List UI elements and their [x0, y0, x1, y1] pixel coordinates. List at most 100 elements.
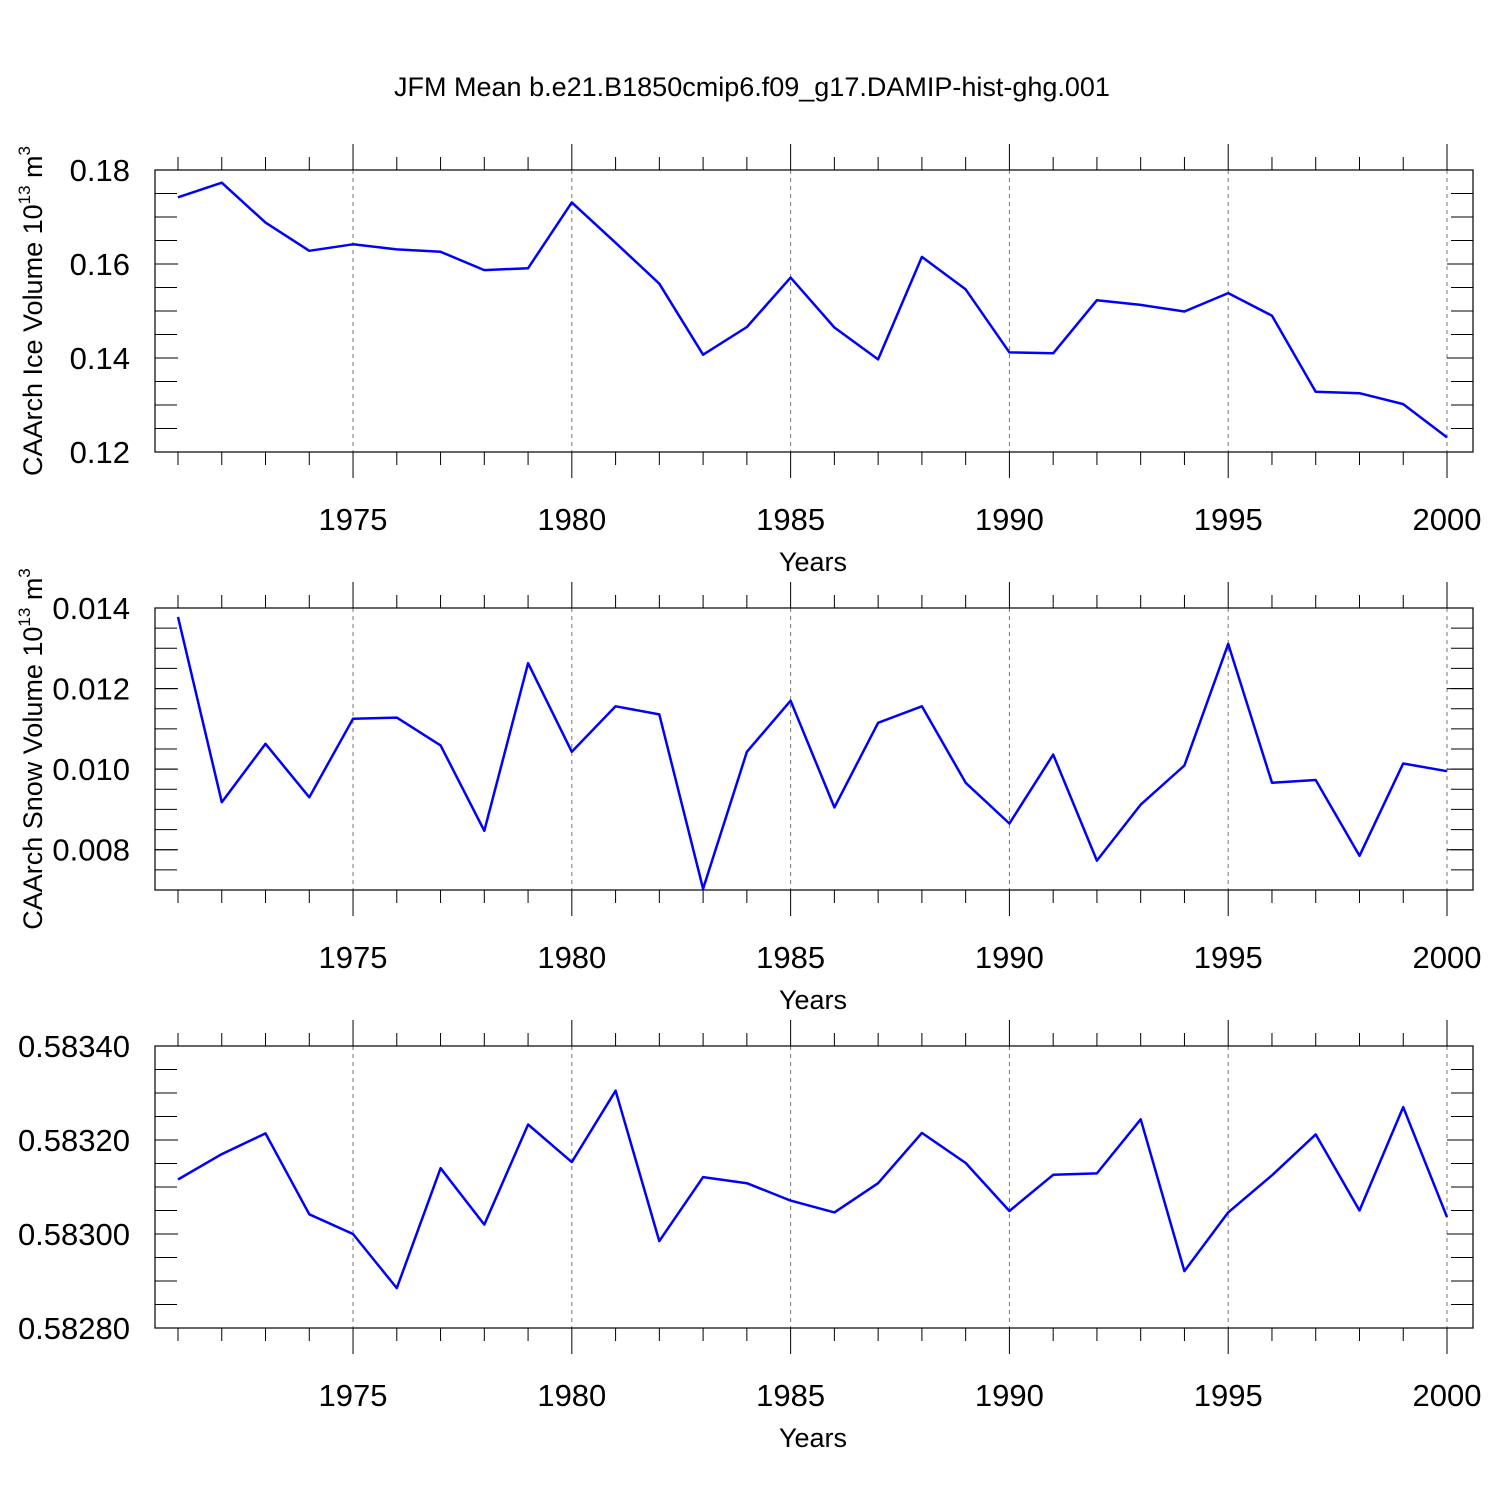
data-point	[1270, 781, 1274, 785]
x-tick-label: 1980	[537, 940, 606, 975]
data-point	[614, 1089, 618, 1093]
y-tick-label: 0.18	[70, 153, 130, 188]
y-axis-title-unit-exponent: 3	[15, 146, 34, 155]
y-tick-label: 0.58340	[18, 1029, 130, 1064]
data-point	[307, 1212, 311, 1216]
x-tick-label: 1980	[537, 1378, 606, 1413]
data-point	[789, 1199, 793, 1203]
x-tick-label: 1985	[756, 1378, 825, 1413]
data-point	[1445, 435, 1449, 439]
data-point	[526, 661, 530, 665]
y-tick-label: 0.16	[70, 247, 130, 282]
x-tick-label: 2000	[1413, 940, 1482, 975]
data-point	[832, 325, 836, 329]
series-line	[177, 181, 1448, 439]
data-point	[482, 829, 486, 833]
data-point	[1401, 1105, 1405, 1109]
data-point	[1182, 764, 1186, 768]
data-point	[745, 750, 749, 754]
data-point	[395, 716, 399, 720]
x-tick-label: 2000	[1413, 502, 1482, 537]
chart-panel-2: 0.008 0.010 0.012 0.014 1975 1980 1985 1990 1995…	[15, 568, 1481, 1015]
data-point	[701, 887, 705, 891]
data-point	[832, 1210, 836, 1214]
y-axis-title: CAArch Snow Volume 1013 m3	[15, 568, 48, 930]
data-point	[1007, 1209, 1011, 1213]
data-point	[176, 615, 180, 619]
data-point	[614, 704, 618, 708]
x-tick-label: 1990	[975, 1378, 1044, 1413]
x-axis-title: Years	[779, 547, 847, 577]
data-point	[657, 712, 661, 716]
data-point	[482, 268, 486, 272]
chart-panel-3: 0.58280 0.58300 0.58320 0.58340 1975 1980 1985…	[18, 1020, 1481, 1453]
data-point	[264, 742, 268, 746]
data-point	[876, 1181, 880, 1185]
data-point	[176, 195, 180, 199]
y-tick-label: 0.58300	[18, 1217, 130, 1252]
data-point	[1445, 769, 1449, 773]
x-axis-title: Years	[779, 985, 847, 1015]
data-point	[1095, 298, 1099, 302]
data-point	[1270, 314, 1274, 318]
data-point	[220, 800, 224, 804]
x-tick-label: 1995	[1194, 940, 1263, 975]
data-point	[832, 805, 836, 809]
x-axis-title: Years	[779, 1423, 847, 1453]
chart-title: JFM Mean b.e21.B1850cmip6.f09_g17.DAMIP-…	[394, 72, 1110, 102]
x-tick-label: 1975	[319, 502, 388, 537]
data-point	[657, 1239, 661, 1243]
data-point	[1226, 291, 1230, 295]
data-point	[964, 1161, 968, 1165]
data-point	[657, 282, 661, 286]
x-tick-label: 1975	[319, 1378, 388, 1413]
x-tick-label: 1985	[756, 502, 825, 537]
y-tick-label: 0.008	[52, 833, 130, 868]
data-point	[307, 249, 311, 253]
data-point	[526, 266, 530, 270]
series-line	[177, 1089, 1449, 1290]
y-tick-label: 0.014	[52, 591, 130, 626]
data-point	[1357, 391, 1361, 395]
data-point	[1139, 1117, 1143, 1121]
data-point	[395, 1286, 399, 1290]
data-point	[482, 1223, 486, 1227]
y-tick-label: 0.010	[52, 752, 130, 787]
data-point	[264, 1131, 268, 1135]
data-point	[745, 1181, 749, 1185]
data-point	[964, 287, 968, 291]
data-point	[439, 250, 443, 254]
data-point	[570, 1160, 574, 1164]
chart-panel-1: 0.12 0.14 0.16 0.18 1975 1980 1985 1990 1995 2000…	[15, 144, 1481, 577]
y-axis-title-main: CAArch Ice Volume 10	[18, 204, 48, 476]
data-point	[1357, 854, 1361, 858]
y-tick-label: 0.58320	[18, 1123, 130, 1158]
y-tick-label: 0.12	[70, 435, 130, 470]
data-point	[439, 743, 443, 747]
data-point	[920, 255, 924, 259]
data-point	[220, 181, 224, 185]
data-point	[351, 242, 355, 246]
data-point	[789, 699, 793, 703]
data-point	[1095, 1171, 1099, 1175]
data-point	[395, 247, 399, 251]
data-point	[701, 1175, 705, 1179]
data-point	[1226, 642, 1230, 646]
x-tick-label: 1995	[1194, 1378, 1263, 1413]
y-axis-title-unit: m	[18, 578, 48, 608]
data-point	[1445, 1215, 1449, 1219]
data-point	[1270, 1173, 1274, 1177]
data-point	[1401, 762, 1405, 766]
data-point	[614, 241, 618, 245]
data-point	[264, 221, 268, 225]
data-point	[876, 357, 880, 361]
x-tick-label: 1985	[756, 940, 825, 975]
x-tick-label: 1990	[975, 940, 1044, 975]
y-axis-title-exponent: 13	[15, 185, 34, 204]
x-tick-label: 1990	[975, 502, 1044, 537]
data-point	[570, 200, 574, 204]
y-axis-title-unit-exponent: 3	[15, 568, 34, 577]
data-point	[701, 353, 705, 357]
data-point	[439, 1166, 443, 1170]
